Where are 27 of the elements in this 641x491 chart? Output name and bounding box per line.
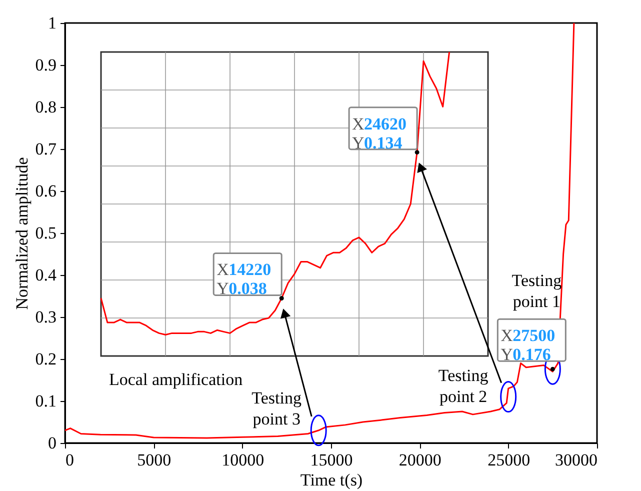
- annotation: X24620 Y0.134: [352, 114, 407, 152]
- y-tick-label: 0.4: [35, 266, 57, 284]
- annotation: X27500 Y0.176: [500, 326, 556, 364]
- x-tick-label: 30000: [555, 450, 598, 470]
- x-tick-label: 10000: [222, 450, 264, 470]
- y-axis-title: Normalized amplitude: [12, 157, 32, 310]
- y-tick-label: 0.6: [35, 182, 56, 200]
- annotation: Testing point 2: [438, 366, 489, 406]
- annotation: Testing point 3: [252, 388, 302, 428]
- x-tick-label: 5000: [137, 450, 172, 470]
- y-tick-label: 0.8: [35, 98, 56, 116]
- annotation: Testing point 1: [512, 271, 562, 312]
- annotation: X14220 Y0.038: [216, 260, 272, 298]
- y-tick-label: 1: [48, 14, 56, 32]
- x-axis-title: Time t(s): [300, 470, 363, 490]
- x-tick-label: 15000: [310, 450, 353, 470]
- x-tick-label: 20000: [398, 450, 442, 470]
- annotation: Local amplification: [109, 370, 244, 389]
- y-tick-label: 0.2: [35, 350, 56, 368]
- y-tick-label: 0.7: [35, 140, 57, 158]
- y-tick-label: 0.1: [35, 392, 56, 410]
- y-tick-label: 0: [48, 434, 56, 452]
- x-tick-label: 0: [66, 450, 74, 470]
- x-tick-label: 25000: [488, 450, 530, 470]
- y-tick-label: 0.9: [35, 56, 56, 74]
- y-tick-label: 0.5: [35, 224, 56, 242]
- y-tick-label: 0.3: [35, 308, 56, 326]
